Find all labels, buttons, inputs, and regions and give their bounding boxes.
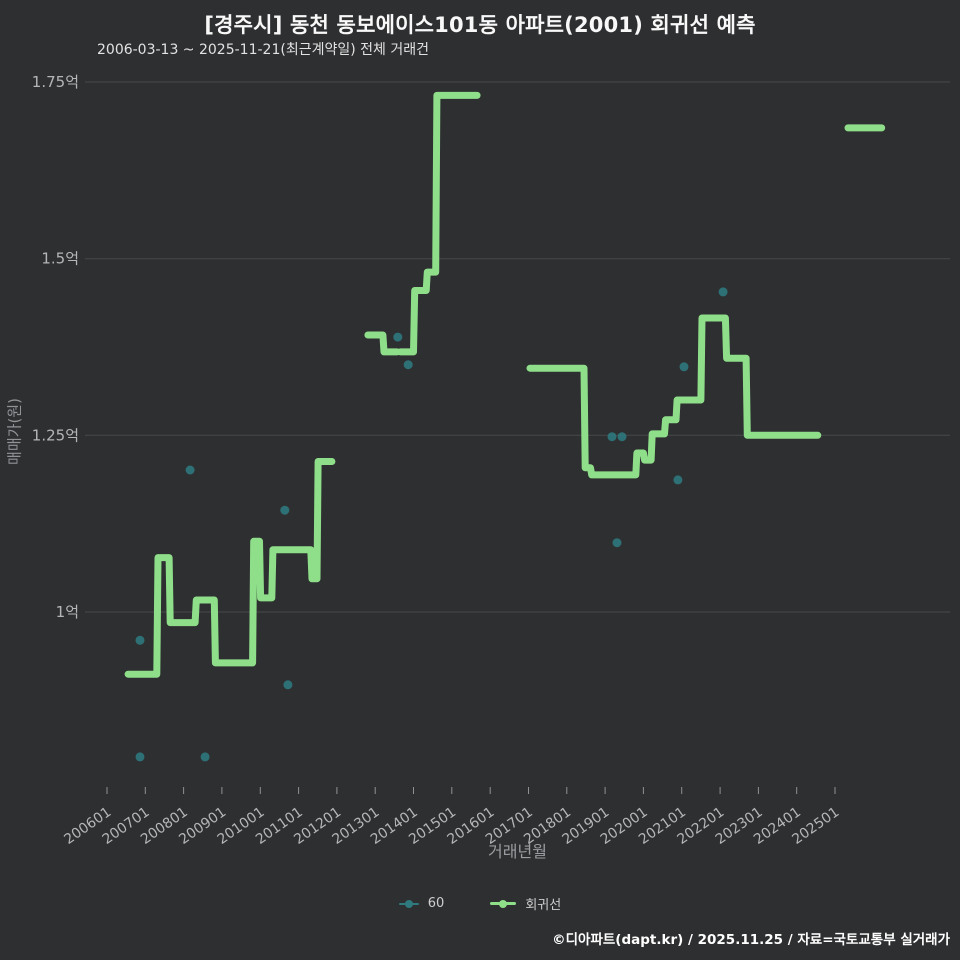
y-tick-label: 1.5억 <box>41 250 79 268</box>
regression-line-segment <box>364 331 401 356</box>
line-series-marker <box>490 899 517 908</box>
scatter-point <box>718 287 728 297</box>
scatter-point <box>617 432 627 442</box>
legend-item-60[interactable]: 60 <box>398 896 445 911</box>
regression-line-segment <box>124 458 336 678</box>
y-tick-label: 1억 <box>56 603 79 621</box>
scatter-series-marker <box>398 899 419 908</box>
scatter-point <box>135 752 145 762</box>
legend-label-regression: 회귀선 <box>525 898 562 913</box>
scatter-point <box>403 360 413 370</box>
scatter-point <box>185 465 195 475</box>
y-axis-label: 매매가(원) <box>5 398 24 465</box>
page-title: [경주시] 동천 동보에이스101동 아파트(2001) 회귀선 예측 <box>204 13 756 37</box>
legend-item-regression[interactable]: 회귀선 <box>490 894 561 913</box>
x-axis-label: 거래년월 <box>488 842 547 861</box>
legend: 60 회귀선 <box>0 894 960 913</box>
scatter-point <box>673 475 683 485</box>
scatter-point <box>607 432 617 442</box>
scatter-point <box>679 362 689 372</box>
legend-label-60: 60 <box>427 896 445 911</box>
scatter-point <box>283 680 293 690</box>
page-subtitle: 2006-03-13 ~ 2025-11-21(최근계약일) 전체 거래건 <box>97 42 429 58</box>
scatter-point <box>280 505 290 515</box>
scatter-point <box>200 752 210 762</box>
scatter-point <box>612 538 622 548</box>
y-tick-label: 1.75억 <box>32 73 79 91</box>
footer-credit: ©디아파트(dapt.kr) / 2025.11.25 / 자료=국토교통부 실… <box>552 932 950 948</box>
y-tick-label: 1.25억 <box>32 426 79 444</box>
regression-line-segment <box>397 91 481 356</box>
scatter-point <box>135 635 145 645</box>
scatter-point <box>393 332 403 342</box>
regression-line-segment <box>526 314 822 479</box>
